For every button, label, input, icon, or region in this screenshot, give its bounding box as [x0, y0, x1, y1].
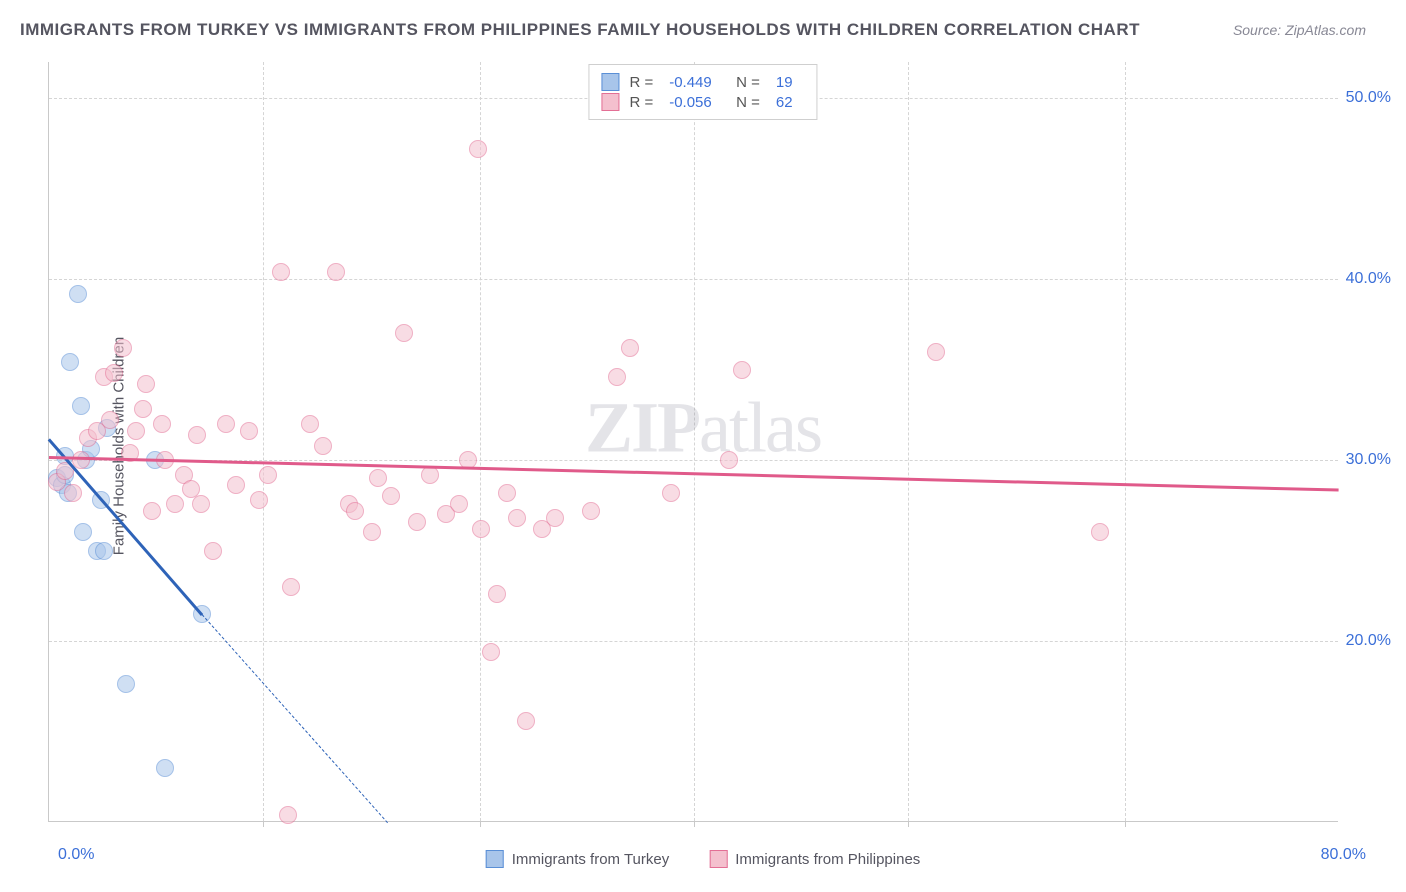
gridline-vertical	[694, 62, 695, 821]
scatter-plot-area	[48, 62, 1338, 822]
scatter-point	[314, 437, 332, 455]
scatter-point	[156, 759, 174, 777]
legend-r-label: R =	[629, 94, 653, 111]
scatter-point	[546, 509, 564, 527]
scatter-point	[608, 368, 626, 386]
x-axis-tick-min: 0.0%	[58, 846, 94, 864]
scatter-point	[279, 806, 297, 824]
scatter-point	[153, 415, 171, 433]
scatter-point	[282, 578, 300, 596]
scatter-point	[272, 263, 290, 281]
scatter-point	[927, 343, 945, 361]
legend-series-name: Immigrants from Turkey	[512, 851, 670, 868]
legend-r-label: R =	[629, 74, 653, 91]
source-attribution: Source: ZipAtlas.com	[1233, 22, 1366, 38]
legend-swatch	[709, 850, 727, 868]
scatter-point	[498, 484, 516, 502]
scatter-point	[72, 397, 90, 415]
legend-n-label: N =	[728, 94, 760, 111]
scatter-point	[69, 285, 87, 303]
legend-swatch	[601, 73, 619, 91]
scatter-point	[61, 353, 79, 371]
legend-n-label: N =	[728, 74, 760, 91]
legend-series-name: Immigrants from Philippines	[735, 851, 920, 868]
scatter-point	[134, 400, 152, 418]
gridline-vertical	[908, 62, 909, 821]
scatter-point	[95, 542, 113, 560]
scatter-point	[408, 513, 426, 531]
x-axis-tick-mark	[1125, 821, 1126, 827]
scatter-point	[250, 491, 268, 509]
scatter-point	[105, 364, 123, 382]
scatter-point	[137, 375, 155, 393]
gridline-vertical	[263, 62, 264, 821]
legend-item: Immigrants from Philippines	[709, 850, 920, 868]
scatter-point	[143, 502, 161, 520]
scatter-point	[733, 361, 751, 379]
y-axis-tick-label: 20.0%	[1346, 632, 1391, 650]
x-axis-tick-mark	[908, 821, 909, 827]
scatter-point	[327, 263, 345, 281]
y-axis-tick-label: 40.0%	[1346, 270, 1391, 288]
scatter-point	[101, 411, 119, 429]
series-legend: Immigrants from Turkey Immigrants from Ph…	[486, 850, 921, 868]
scatter-point	[346, 502, 364, 520]
scatter-point	[363, 523, 381, 541]
scatter-point	[517, 712, 535, 730]
legend-n-value: 62	[776, 94, 793, 111]
x-axis-tick-max: 80.0%	[1321, 846, 1366, 864]
gridline-vertical	[480, 62, 481, 821]
chart-title: IMMIGRANTS FROM TURKEY VS IMMIGRANTS FRO…	[20, 20, 1140, 40]
y-axis-tick-label: 50.0%	[1346, 89, 1391, 107]
scatter-point	[74, 523, 92, 541]
x-axis-tick-mark	[480, 821, 481, 827]
scatter-point	[582, 502, 600, 520]
legend-swatch	[486, 850, 504, 868]
x-axis-tick-mark	[263, 821, 264, 827]
scatter-point	[114, 339, 132, 357]
scatter-point	[204, 542, 222, 560]
gridline-vertical	[1125, 62, 1126, 821]
scatter-point	[64, 484, 82, 502]
legend-r-value: -0.056	[669, 94, 712, 111]
scatter-point	[217, 415, 235, 433]
scatter-point	[508, 509, 526, 527]
x-axis-tick-mark	[694, 821, 695, 827]
y-axis-tick-label: 30.0%	[1346, 451, 1391, 469]
scatter-point	[240, 422, 258, 440]
scatter-point	[259, 466, 277, 484]
trend-line-extrapolated	[202, 614, 388, 823]
scatter-point	[450, 495, 468, 513]
scatter-point	[472, 520, 490, 538]
scatter-point	[621, 339, 639, 357]
scatter-point	[662, 484, 680, 502]
scatter-point	[720, 451, 738, 469]
scatter-point	[482, 643, 500, 661]
scatter-point	[369, 469, 387, 487]
scatter-point	[469, 140, 487, 158]
correlation-legend: R = -0.449 N = 19 R = -0.056 N = 62	[588, 64, 817, 120]
legend-swatch	[601, 93, 619, 111]
scatter-point	[117, 675, 135, 693]
scatter-point	[227, 476, 245, 494]
scatter-point	[182, 480, 200, 498]
scatter-point	[382, 487, 400, 505]
legend-item: Immigrants from Turkey	[486, 850, 670, 868]
scatter-point	[395, 324, 413, 342]
legend-r-value: -0.449	[669, 74, 712, 91]
scatter-point	[301, 415, 319, 433]
legend-row: R = -0.449 N = 19	[601, 73, 798, 91]
scatter-point	[488, 585, 506, 603]
legend-n-value: 19	[776, 74, 793, 91]
legend-row: R = -0.056 N = 62	[601, 93, 798, 111]
scatter-point	[127, 422, 145, 440]
scatter-point	[188, 426, 206, 444]
scatter-point	[1091, 523, 1109, 541]
scatter-point	[166, 495, 184, 513]
